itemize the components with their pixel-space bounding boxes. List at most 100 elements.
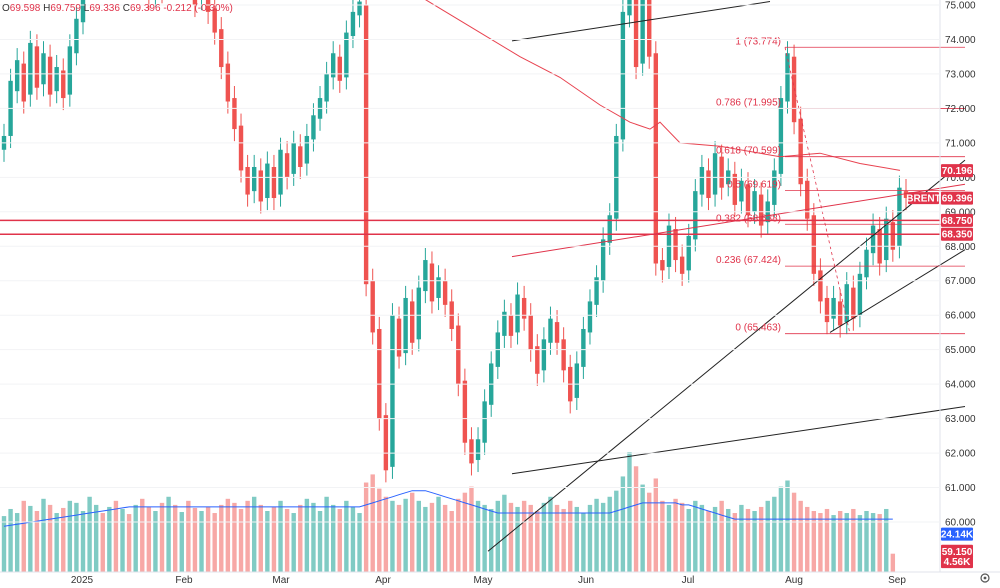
candle [831,285,836,331]
volume-bar [416,500,421,572]
candle [732,161,738,217]
fib-trend-line [784,47,851,334]
ohlc-readout: O69.598 H69.759 L69.336 C69.396 -0.212 (… [2,3,233,14]
candle-body [581,328,586,367]
candle-body [350,11,356,37]
volume-bar [396,504,402,572]
price-tag: 4.56K [941,555,973,569]
candle [67,34,73,107]
candle [423,247,428,304]
candle [416,275,421,352]
volume-bar [752,511,757,572]
candle [350,0,356,49]
x-tick-label: Apr [375,575,391,586]
y-tick-label: 68.000 [945,242,976,253]
candle-body [442,280,448,305]
price-tag-box [941,227,973,241]
price-tag-box [941,544,973,558]
candle [278,137,283,207]
volume-layer [1,452,896,572]
volume-bar [890,553,896,572]
volume-bar [739,504,744,572]
volume-bar [166,496,171,572]
candle [201,0,203,11]
volume-bar [686,508,691,572]
candle-body [758,194,764,226]
volume-bar [258,504,263,572]
volume-bar [693,500,698,572]
x-tick-label: Jun [578,575,594,586]
y-tick-label: 64.000 [945,380,976,391]
candle-body [416,287,421,340]
candle [383,403,389,483]
candle [581,316,586,379]
y-tick-label: 67.000 [945,276,976,287]
candle-body [370,280,375,333]
candle [594,265,599,317]
volume-bar [126,514,132,572]
volume-bar [100,513,105,572]
candle [330,41,336,90]
volume-bar [238,508,244,572]
volume-bar [541,502,547,572]
price-tag-label: 4.56K [944,557,971,568]
price-tag: 68.350 [941,227,973,241]
volume-bar [186,500,191,572]
price-tag-label: 68.350 [942,230,973,241]
y-tick-label: 71.000 [945,138,976,149]
volume-bar [805,506,810,572]
volume-bar [291,513,296,572]
candle-body [298,146,303,167]
candle [357,0,362,28]
volume-bar [778,486,784,572]
candle-body [647,0,652,57]
candle-body [515,294,520,333]
candle [515,282,520,345]
candle-body [772,170,777,205]
candle [482,389,487,455]
candle [192,0,198,18]
candle [21,51,26,114]
candle [844,272,849,335]
volume-bar [647,492,652,572]
candle [28,30,33,107]
candle-body [897,187,902,247]
gear-icon[interactable] [980,573,990,583]
volume-bar [594,498,599,572]
candle [390,303,395,479]
price-axis[interactable]: 75.000 74.000 73.000 72.000 71.000 70.000 69.0… [0,1,976,529]
candle [791,44,797,135]
candle-body [192,0,198,5]
candle [456,313,461,397]
fib-level-label: 0.786 (71.995) [716,98,781,109]
candle [818,258,823,314]
y-tick-label: 73.000 [945,69,976,80]
candle-body [818,270,823,302]
volume-bar [337,508,342,572]
volume-bar [653,478,659,572]
y-tick-label: 61.000 [945,483,976,494]
volume-bar [34,511,40,572]
candle [851,275,856,331]
candle-body [363,5,369,285]
candle [311,103,316,152]
volume-bar [574,506,580,572]
x-tick-label: Sep [888,575,906,586]
candle [870,213,876,266]
candle-body [627,0,632,16]
candle-body [410,301,415,343]
candle-body [535,346,540,374]
candle-body [653,53,659,264]
volume-bar [502,494,507,572]
price-tag: 68.750 [941,213,973,227]
candle-body [600,239,606,281]
time-axis[interactable]: 2025 Feb Mar Apr May Jun Jul Aug Sep [71,575,906,586]
candle-body [785,53,790,102]
low-label: L [83,3,90,14]
volume-bar [54,513,59,572]
volume-bar [535,511,540,572]
volume-bar [515,506,520,572]
volume-bar [877,514,882,572]
price-tag-label: 68.750 [942,216,973,227]
